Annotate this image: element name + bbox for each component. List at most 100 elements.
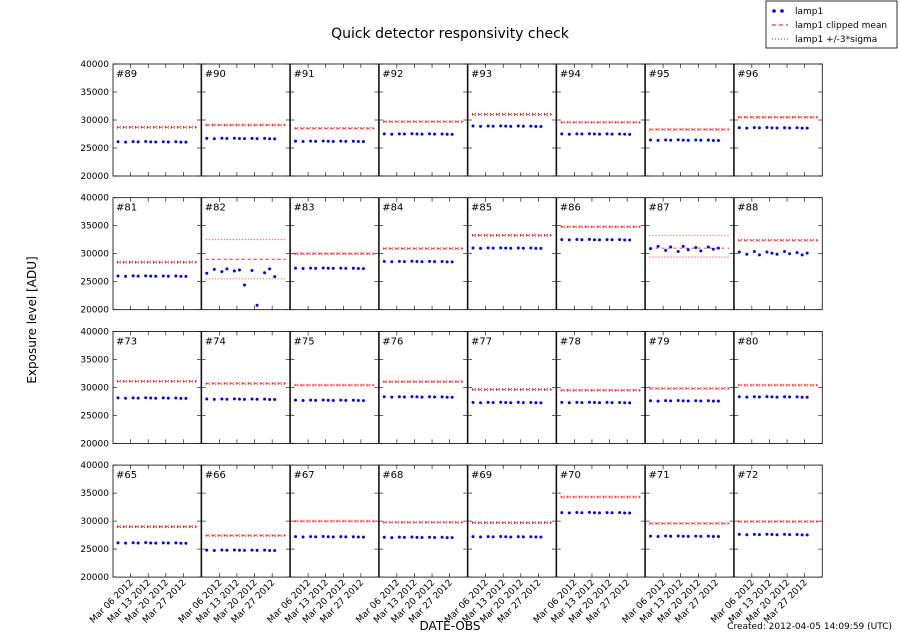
data-point — [184, 140, 188, 144]
data-point — [656, 534, 660, 538]
y-tick-label: 20000 — [80, 573, 109, 583]
data-point — [144, 274, 148, 278]
data-point — [592, 401, 596, 405]
data-point — [131, 541, 135, 545]
data-point — [618, 132, 622, 136]
data-point — [294, 266, 298, 270]
data-point — [775, 252, 779, 256]
data-point — [225, 267, 229, 271]
data-point — [124, 541, 128, 545]
data-point — [205, 548, 209, 552]
data-point — [788, 126, 792, 130]
data-point — [255, 548, 259, 552]
panel-frame — [645, 197, 734, 311]
data-point — [479, 535, 483, 539]
panel-frame — [378, 330, 468, 444]
panel-frame — [112, 330, 202, 444]
data-point — [656, 399, 660, 403]
data-point — [699, 534, 703, 538]
data-point — [597, 401, 601, 405]
data-point — [757, 533, 761, 537]
data-point — [212, 397, 216, 401]
data-point — [805, 395, 809, 399]
data-point — [499, 124, 503, 128]
panel-frame — [290, 330, 379, 444]
data-point — [144, 396, 148, 400]
y-tick-label: 25000 — [80, 278, 109, 288]
data-point — [450, 260, 454, 264]
data-point — [268, 397, 272, 401]
panel-label: #94 — [560, 69, 581, 80]
data-point — [382, 535, 386, 539]
data-point — [499, 535, 503, 538]
panel-frame — [290, 197, 379, 311]
panel-label: #78 — [560, 336, 581, 347]
data-point — [623, 238, 627, 242]
y-tick-label: 25000 — [80, 411, 109, 421]
data-point — [623, 511, 627, 515]
data-point — [205, 136, 209, 140]
data-point — [504, 401, 508, 405]
data-point — [491, 124, 495, 128]
data-point — [166, 396, 170, 400]
y-tick-label: 35000 — [80, 355, 109, 365]
data-point — [351, 398, 355, 402]
data-point — [605, 400, 609, 404]
data-point — [321, 535, 325, 538]
y-tick-label: 40000 — [80, 461, 109, 471]
data-point — [765, 395, 769, 399]
data-point — [174, 396, 178, 400]
data-point — [428, 259, 432, 263]
data-point — [331, 139, 335, 143]
data-point — [361, 267, 365, 271]
data-point — [775, 533, 779, 537]
data-point — [575, 400, 579, 404]
y-tick-label: 25000 — [80, 545, 109, 555]
data-point — [314, 266, 318, 270]
data-point — [539, 535, 543, 539]
panel-label: #92 — [382, 69, 403, 80]
data-point — [179, 274, 183, 278]
data-point — [174, 140, 178, 144]
data-point — [752, 249, 756, 253]
data-point — [309, 266, 313, 270]
data-point — [294, 139, 298, 143]
data-point — [351, 535, 355, 539]
data-point — [255, 137, 259, 141]
data-point — [154, 140, 158, 144]
data-point — [161, 140, 165, 144]
data-point — [486, 124, 490, 128]
data-point — [397, 535, 401, 539]
x-axis-label: DATE-OBS — [420, 619, 481, 633]
data-point — [131, 396, 135, 400]
data-point — [783, 126, 787, 130]
data-point — [402, 395, 406, 399]
panel-frame — [290, 464, 379, 578]
data-point — [250, 136, 254, 140]
data-point — [649, 138, 653, 142]
data-point — [263, 271, 267, 275]
data-point — [539, 124, 543, 128]
data-point — [737, 126, 741, 130]
data-point — [699, 249, 703, 253]
data-point — [361, 140, 365, 144]
data-point — [390, 395, 394, 399]
data-point — [610, 132, 614, 136]
data-point — [184, 274, 188, 278]
data-point — [131, 274, 135, 278]
panel-label: #69 — [471, 470, 492, 481]
panel-label: #74 — [205, 336, 226, 347]
data-point — [301, 535, 305, 539]
data-point — [166, 541, 170, 545]
data-point — [486, 246, 490, 250]
y-tick-label: 30000 — [80, 250, 109, 260]
y-tick-label: 35000 — [80, 489, 109, 499]
data-point — [509, 535, 513, 539]
data-point — [783, 532, 787, 536]
data-point — [676, 249, 680, 253]
data-point — [445, 260, 449, 264]
data-point — [124, 140, 128, 144]
data-point — [205, 271, 209, 275]
data-point — [618, 511, 622, 515]
data-point — [116, 140, 120, 144]
